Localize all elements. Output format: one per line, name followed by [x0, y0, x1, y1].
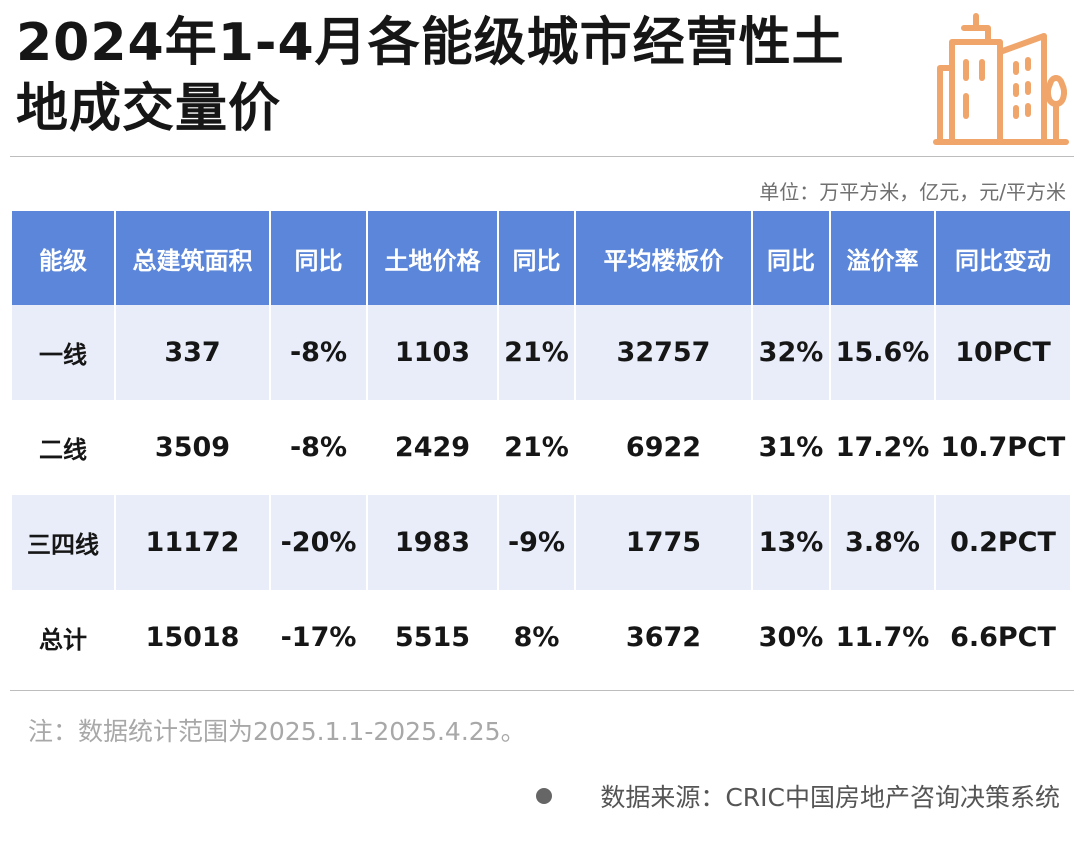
table-cell: 21% [498, 400, 576, 495]
table-cell: 6.6PCT [935, 590, 1070, 685]
table-cell: 3672 [575, 590, 753, 685]
table-cell: 21% [498, 305, 576, 400]
title-line-2: 地成交量价 [16, 79, 282, 139]
table-cell: 10.7PCT [935, 400, 1070, 495]
table-cell: 1103 [367, 305, 499, 400]
table-row: 总计 15018 -17% 5515 8% 3672 30% 11.7% 6.6… [12, 590, 1070, 685]
column-header: 溢价率 [830, 211, 936, 305]
table-cell: 30% [752, 590, 831, 685]
data-source: 数据来源：CRIC中国房地产咨询决策系统 [536, 778, 1060, 814]
column-header: 总建筑面积 [115, 211, 271, 305]
table-cell: 13% [752, 495, 831, 590]
table-row: 三四线 11172 -20% 1983 -9% 1775 13% 3.8% 0.… [12, 495, 1070, 590]
table-cell: 总计 [12, 590, 116, 685]
column-header: 同比变动 [935, 211, 1070, 305]
table-divider [10, 690, 1074, 691]
table-cell: 2429 [367, 400, 499, 495]
city-buildings-icon [933, 13, 1069, 145]
bullet-dot-icon [536, 788, 553, 804]
table-cell: 6922 [575, 400, 753, 495]
table-cell: 32757 [575, 305, 753, 400]
table-cell: 二线 [12, 400, 116, 495]
footnote: 注：数据统计范围为2025.1.1-2025.4.25。 [28, 717, 526, 746]
table-cell: 8% [498, 590, 576, 685]
table-cell: 337 [115, 305, 271, 400]
table-cell: 15.6% [830, 305, 936, 400]
table-cell: -8% [270, 400, 368, 495]
table-row: 一线 337 -8% 1103 21% 32757 32% 15.6% 10PC… [12, 305, 1070, 400]
land-transaction-table: 能级 总建筑面积 同比 土地价格 同比 平均楼板价 同比 溢价率 同比变动 一线… [12, 211, 1070, 685]
table-cell: 3.8% [830, 495, 936, 590]
table-cell: 5515 [367, 590, 499, 685]
table-cell: 0.2PCT [935, 495, 1070, 590]
table-cell: 15018 [115, 590, 271, 685]
header-divider [10, 156, 1074, 157]
table-cell: 11.7% [830, 590, 936, 685]
title-line-1: 2024年1-4月各能级城市经营性土 [16, 13, 845, 73]
table-cell: 三四线 [12, 495, 116, 590]
page-title: 2024年1-4月各能级城市经营性土 地成交量价 [16, 10, 916, 142]
table-cell: 17.2% [830, 400, 936, 495]
table-cell: 10PCT [935, 305, 1070, 400]
table-cell: -8% [270, 305, 368, 400]
column-header: 同比 [752, 211, 831, 305]
column-header: 土地价格 [367, 211, 499, 305]
table-cell: 31% [752, 400, 831, 495]
table-cell: 32% [752, 305, 831, 400]
column-header: 能级 [12, 211, 116, 305]
table-cell: 1775 [575, 495, 753, 590]
table-cell: -17% [270, 590, 368, 685]
table-cell: -9% [498, 495, 576, 590]
table-cell: -20% [270, 495, 368, 590]
table-cell: 1983 [367, 495, 499, 590]
table-cell: 11172 [115, 495, 271, 590]
column-header: 同比 [270, 211, 368, 305]
unit-note: 单位：万平方米，亿元，元/平方米 [759, 180, 1066, 204]
table-cell: 一线 [12, 305, 116, 400]
column-header: 平均楼板价 [575, 211, 753, 305]
column-header: 同比 [498, 211, 576, 305]
table-row: 二线 3509 -8% 2429 21% 6922 31% 17.2% 10.7… [12, 400, 1070, 495]
table-header-row: 能级 总建筑面积 同比 土地价格 同比 平均楼板价 同比 溢价率 同比变动 [12, 211, 1070, 305]
table-cell: 3509 [115, 400, 271, 495]
data-source-text: 数据来源：CRIC中国房地产咨询决策系统 [600, 783, 1060, 812]
